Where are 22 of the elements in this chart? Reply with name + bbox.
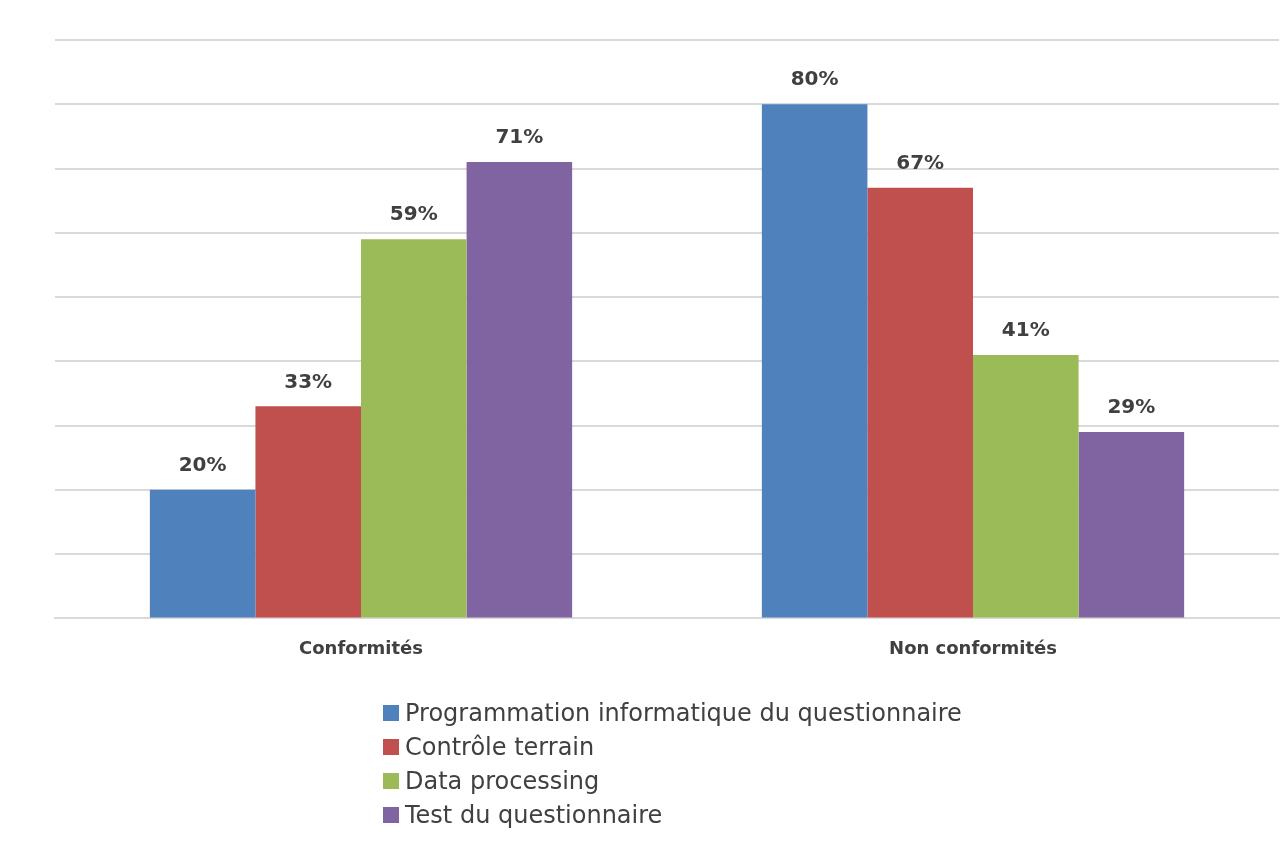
data-label: 33%: [284, 368, 333, 393]
bar: [149, 489, 256, 618]
data-label: 80%: [790, 66, 839, 91]
data-label: 29%: [1107, 394, 1156, 419]
data-label: 67%: [896, 150, 945, 175]
bar: [761, 104, 868, 618]
legend-label: Test du questionnaire: [405, 800, 663, 831]
bar: [867, 187, 973, 618]
legend-label: Data processing: [405, 766, 600, 797]
data-label: 20%: [178, 452, 227, 477]
bar: [973, 354, 1079, 618]
data-label: 41%: [1001, 317, 1050, 342]
legend-label: Programmation informatique du questionnaire: [405, 698, 962, 729]
bar: [1078, 432, 1185, 618]
legend-label: Contrôle terrain: [405, 732, 595, 763]
bar: [466, 162, 573, 618]
data-label: 59%: [389, 201, 438, 226]
bar: [255, 406, 361, 618]
x-tick-label: Non conformités: [889, 636, 1057, 658]
data-label: 71%: [495, 124, 544, 149]
bar: [361, 239, 467, 618]
x-tick-label: Conformités: [299, 636, 423, 658]
